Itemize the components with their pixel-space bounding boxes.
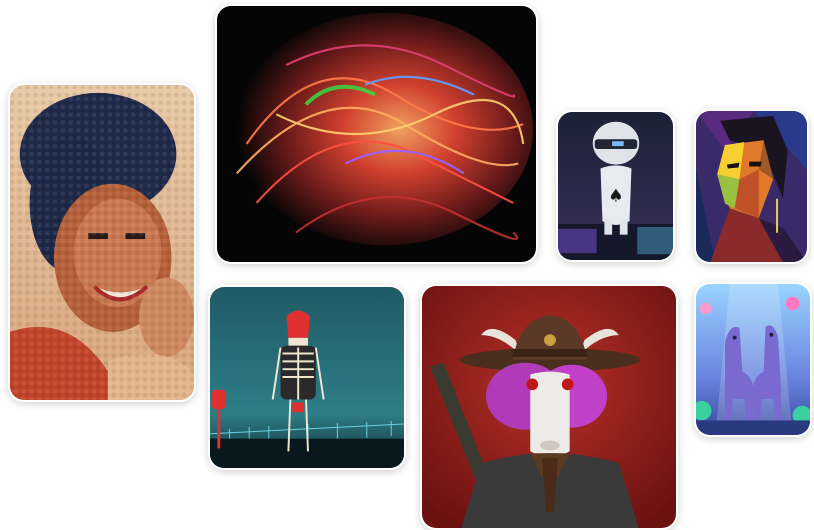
goat-ranger-image (422, 286, 676, 528)
nft-tile-mosaic-portrait[interactable] (8, 83, 196, 402)
nft-tile-llama-scene[interactable] (694, 282, 812, 437)
nft-tile-skeleton-figure[interactable] (208, 285, 406, 470)
robot-figure-image: ♠ (558, 112, 673, 260)
polygon-portrait-image (696, 111, 807, 262)
llama-scene-image (696, 284, 810, 435)
mosaic-portrait-image (10, 85, 194, 400)
nft-tile-robot-figure[interactable]: ♠ (556, 110, 675, 262)
nft-tile-goat-ranger[interactable] (420, 284, 678, 530)
svg-text:♠: ♠ (608, 187, 624, 207)
nft-tile-polygon-portrait[interactable] (694, 109, 809, 264)
nft-tile-psychedelic-swirl[interactable] (215, 4, 538, 264)
psychedelic-swirl-image (217, 6, 536, 262)
skeleton-figure-image (210, 287, 404, 468)
